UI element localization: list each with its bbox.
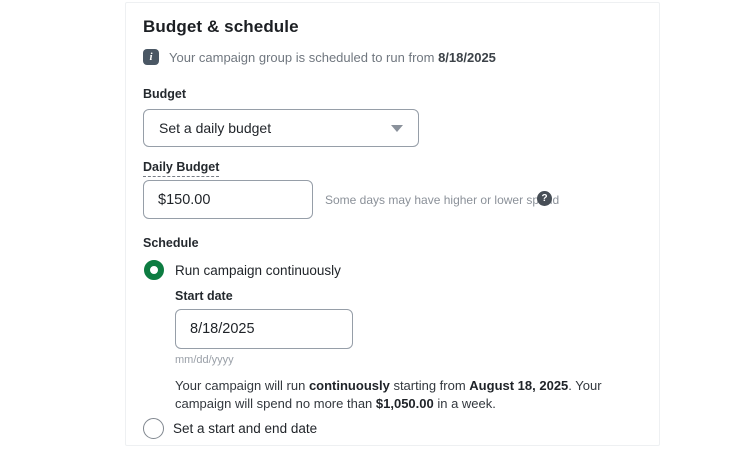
info-icon: i (143, 49, 159, 65)
radio-start-end-date[interactable] (143, 418, 164, 439)
radio-run-continuously[interactable] (144, 260, 164, 280)
budget-schedule-card (125, 2, 660, 446)
info-banner-text: Your campaign group is scheduled to run … (169, 49, 496, 65)
daily-budget-label-text: Daily Budget (143, 160, 220, 177)
daily-budget-input[interactable] (143, 180, 313, 219)
radio-start-end-date-label[interactable]: Set a start and end date (173, 421, 318, 436)
budget-label: Budget (143, 87, 187, 101)
budget-type-selected-value: Set a daily budget (159, 120, 272, 136)
daily-budget-label[interactable]: Daily Budget (143, 160, 220, 177)
help-icon[interactable]: ? (537, 191, 552, 206)
date-format-hint: mm/dd/yyyy (175, 354, 234, 366)
page-title: Budget & schedule (143, 17, 299, 36)
info-banner: i Your campaign group is scheduled to ru… (143, 49, 496, 65)
chevron-down-icon (391, 124, 403, 132)
schedule-label: Schedule (143, 236, 199, 250)
schedule-summary-text: Your campaign will run continuously star… (175, 378, 602, 411)
budget-type-select[interactable]: Set a daily budget (143, 109, 419, 147)
radio-run-continuously-label[interactable]: Run campaign continuously (175, 263, 341, 278)
start-date-label: Start date (175, 289, 233, 303)
start-date-input[interactable] (175, 309, 353, 349)
daily-budget-helper-text: Some days may have higher or lower spend (325, 193, 560, 207)
